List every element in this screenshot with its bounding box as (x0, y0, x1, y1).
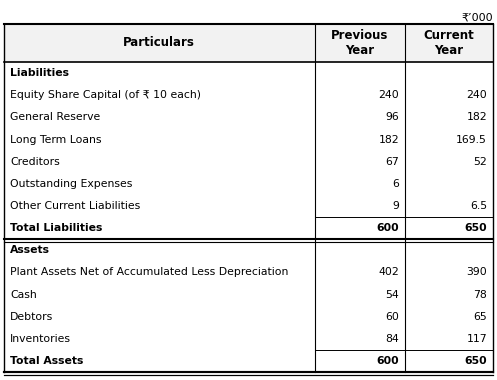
Text: Equity Share Capital (of ₹ 10 each): Equity Share Capital (of ₹ 10 each) (10, 90, 201, 100)
Text: 182: 182 (466, 112, 487, 122)
Text: Outstanding Expenses: Outstanding Expenses (10, 179, 132, 189)
Text: Current
Year: Current Year (423, 29, 474, 57)
Text: 6.5: 6.5 (470, 201, 487, 211)
Text: 169.5: 169.5 (456, 135, 487, 144)
Text: Particulars: Particulars (123, 36, 195, 49)
Text: 60: 60 (385, 312, 399, 321)
Text: 67: 67 (385, 157, 399, 167)
Text: 240: 240 (466, 90, 487, 100)
Text: 240: 240 (378, 90, 399, 100)
Text: 84: 84 (385, 334, 399, 344)
Text: Assets: Assets (10, 245, 50, 255)
Text: Plant Assets Net of Accumulated Less Depreciation: Plant Assets Net of Accumulated Less Dep… (10, 268, 288, 277)
Text: General Reserve: General Reserve (10, 112, 100, 122)
Text: Previous
Year: Previous Year (331, 29, 389, 57)
Text: 117: 117 (466, 334, 487, 344)
Text: Other Current Liabilities: Other Current Liabilities (10, 201, 140, 211)
Text: 54: 54 (385, 290, 399, 299)
Text: 182: 182 (378, 135, 399, 144)
Text: Creditors: Creditors (10, 157, 60, 167)
Text: Liabilities: Liabilities (10, 68, 69, 78)
Text: Total Assets: Total Assets (10, 356, 83, 366)
Text: Long Term Loans: Long Term Loans (10, 135, 101, 144)
Text: ₹’000: ₹’000 (461, 13, 493, 23)
Text: 96: 96 (385, 112, 399, 122)
Text: 600: 600 (376, 223, 399, 233)
Text: Cash: Cash (10, 290, 37, 299)
Text: 650: 650 (464, 223, 487, 233)
Text: 390: 390 (466, 268, 487, 277)
Bar (4, 24, 493, 62)
Text: 78: 78 (473, 290, 487, 299)
Text: 650: 650 (464, 356, 487, 366)
Text: 65: 65 (473, 312, 487, 321)
Text: 9: 9 (392, 201, 399, 211)
Text: 52: 52 (473, 157, 487, 167)
Text: 600: 600 (376, 356, 399, 366)
Text: Inventories: Inventories (10, 334, 71, 344)
Text: 402: 402 (378, 268, 399, 277)
Text: Total Liabilities: Total Liabilities (10, 223, 102, 233)
Text: 6: 6 (392, 179, 399, 189)
Text: Debtors: Debtors (10, 312, 53, 321)
